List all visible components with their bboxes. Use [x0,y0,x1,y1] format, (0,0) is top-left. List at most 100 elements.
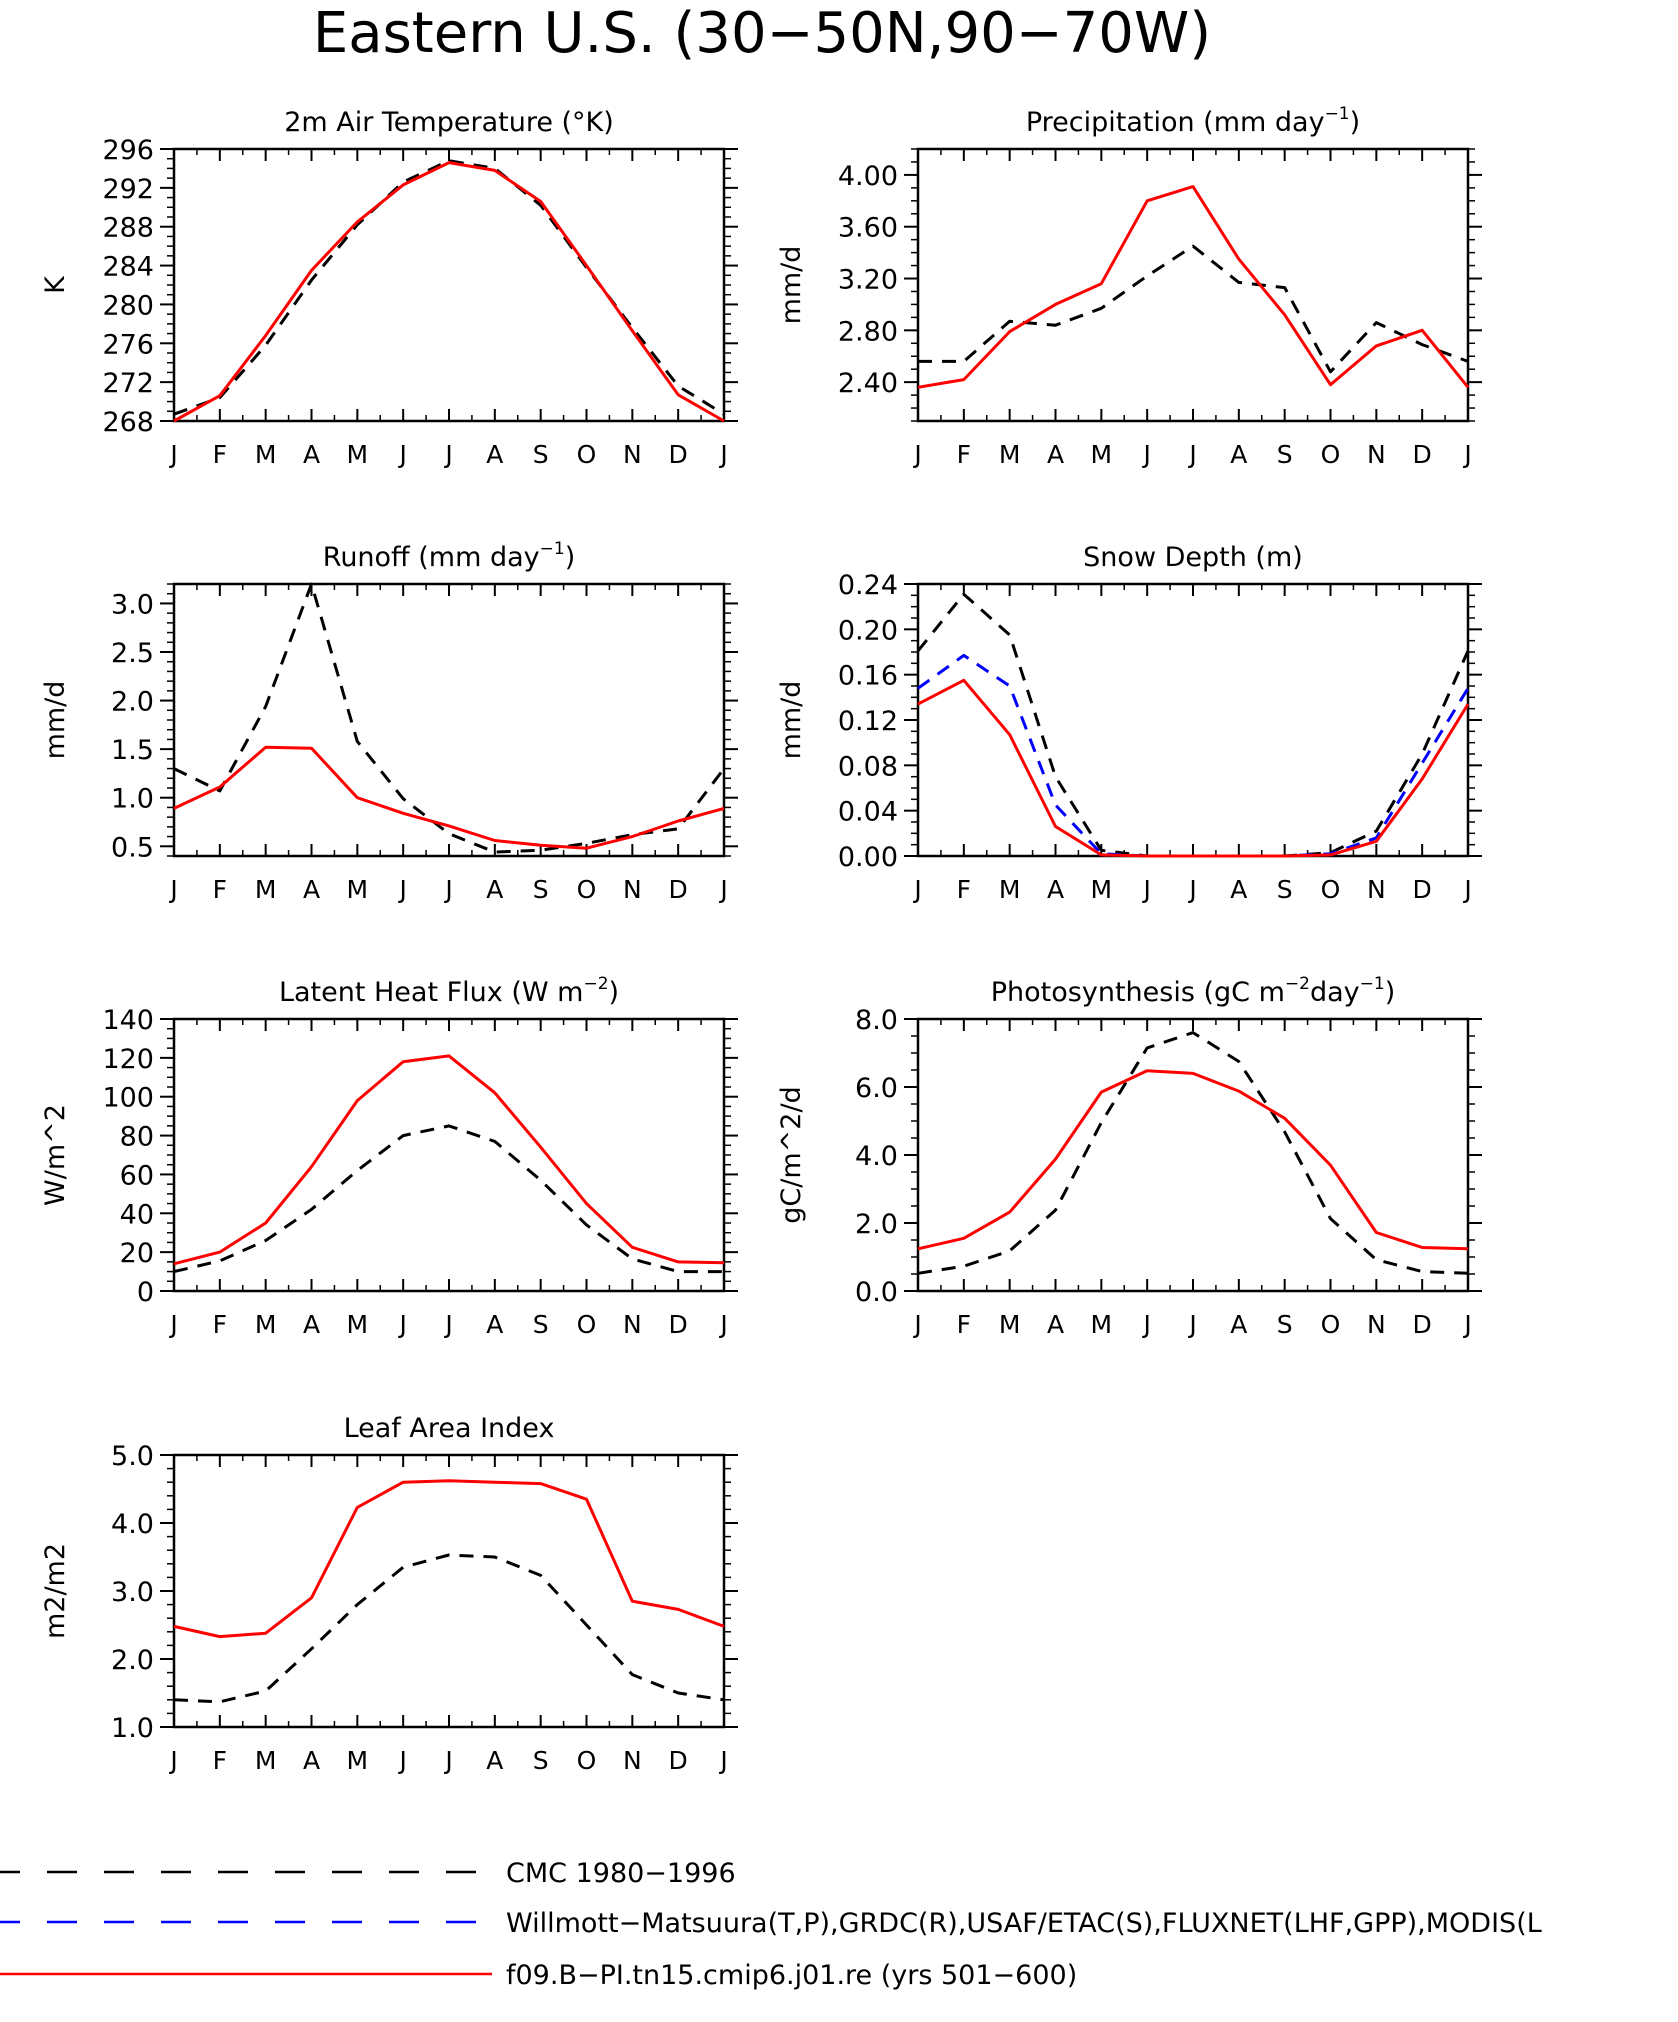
y-tick-label: 5.0 [111,1441,154,1472]
x-tick-label: F [957,875,971,904]
y-tick-label: 3.0 [111,1577,154,1608]
x-tick-label: N [1367,875,1386,904]
series-line-2 [917,185,1470,389]
x-tick-label: J [718,1746,727,1775]
figure-title: Eastern U.S. (30−50N,90−70W) [313,1,1211,66]
y-tick-label: 6.0 [855,1073,898,1104]
x-tick-label: S [1277,440,1293,469]
x-tick-label: A [303,875,320,904]
y-tick-label: 3.60 [838,213,898,244]
y-tick-label: 40 [120,1199,154,1230]
y-tick-label: 0.24 [838,570,898,601]
x-tick-label: J [1187,875,1196,904]
x-tick-label: N [623,1746,642,1775]
plot-frame [916,1017,1470,1293]
x-tick-label: A [486,1746,503,1775]
y-tick-label: 2.0 [855,1209,898,1240]
x-tick-label: J [1187,1310,1196,1339]
x-tick-label: F [957,1310,971,1339]
panel-3: J F M A M J J A S O N D J0.51.01.52.02.53.0mm/dRunof… [40,539,738,904]
x-tick-label: M [347,1310,369,1339]
y-tick-label: 3.0 [111,589,154,620]
legend-label-1: CMC 1980−1996 [506,1858,736,1889]
panel-title: Latent Heat Flux (W m−2) [279,974,619,1008]
x-tick-label: J [443,440,452,469]
x-tick-label: F [213,875,227,904]
x-tick-label: J [168,875,177,904]
x-tick-label: N [623,1310,642,1339]
y-tick-label: 2.0 [111,687,154,718]
x-tick-label: J [443,1310,452,1339]
x-tick-label: F [213,440,227,469]
x-tick-label: M [255,875,277,904]
legend-label-2: Willmott−Matsuura(T,P),GRDC(R),USAF/ETAC… [506,1908,1542,1939]
x-tick-label: J [912,1310,921,1339]
x-tick-label: M [347,875,369,904]
x-tick-label: D [669,1746,688,1775]
panel-title: 2m Air Temperature (°K) [284,107,614,138]
y-tick-label: 1.0 [111,1713,154,1744]
x-tick-label: N [1367,440,1386,469]
y-tick-label: 1.5 [111,735,154,766]
x-tick-label: J [397,1310,406,1339]
series-line-1 [173,159,725,416]
x-tick-label: S [533,440,549,469]
x-tick-label: D [669,440,688,469]
x-tick-label: J [1462,440,1471,469]
y-tick-label: 0 [137,1277,154,1308]
series-line-1 [173,1124,724,1274]
y-tick-label: 0.0 [855,1277,898,1308]
y-tick-label: 20 [120,1238,154,1269]
panel-title: Leaf Area Index [344,1413,555,1444]
x-tick-label: J [912,875,921,904]
x-tick-label: J [718,440,727,469]
panel-title: Precipitation (mm day−1) [1026,104,1360,138]
y-tick-label: 2.0 [111,1645,154,1676]
series-line-2 [917,1069,1469,1251]
series-line-2 [173,161,725,423]
y-tick-label: 4.0 [855,1141,898,1172]
x-tick-label: J [397,440,406,469]
series-line-2 [173,1054,725,1266]
x-tick-label: F [213,1310,227,1339]
y-tick-label: 0.5 [111,832,154,863]
plot-frame [916,582,1470,858]
x-tick-label: F [213,1746,227,1775]
y-axis-label: mm/d [40,681,71,760]
y-tick-label: 2.5 [111,638,154,669]
x-tick-label: O [577,1746,597,1775]
y-tick-label: 8.0 [855,1005,898,1036]
x-tick-label: A [486,875,503,904]
x-tick-label: S [533,1310,549,1339]
x-tick-label: D [669,875,688,904]
plot-frame [172,1453,726,1729]
x-tick-label: J [1187,440,1196,469]
x-tick-label: A [1230,875,1247,904]
y-tick-label: 0.08 [838,751,898,782]
plot-frame [916,147,1470,423]
series-line-1 [173,582,726,854]
panel-title: Snow Depth (m) [1083,542,1303,573]
x-tick-label: A [1047,440,1064,469]
y-tick-label: 0.16 [838,661,898,692]
y-tick-label: 60 [120,1160,154,1191]
y-tick-label: 80 [120,1122,154,1153]
y-tick-label: 140 [102,1005,154,1036]
x-tick-label: J [1141,1310,1150,1339]
y-axis-label: mm/d [776,246,807,325]
series-line-2 [173,745,725,850]
x-tick-label: J [397,1746,406,1775]
x-tick-label: J [443,1746,452,1775]
x-tick-label: S [533,1746,549,1775]
x-tick-label: M [347,1746,369,1775]
y-tick-label: 280 [102,290,154,321]
y-tick-label: 2.80 [838,316,898,347]
x-tick-label: A [303,1310,320,1339]
y-tick-label: 100 [102,1083,154,1114]
x-tick-label: O [577,875,597,904]
x-tick-label: J [1462,875,1471,904]
panel-5: J F M A M J J A S O N D J020406080100120140W/m^2Late… [40,974,738,1339]
x-tick-label: J [168,1746,177,1775]
series-line-1 [173,1553,725,1704]
